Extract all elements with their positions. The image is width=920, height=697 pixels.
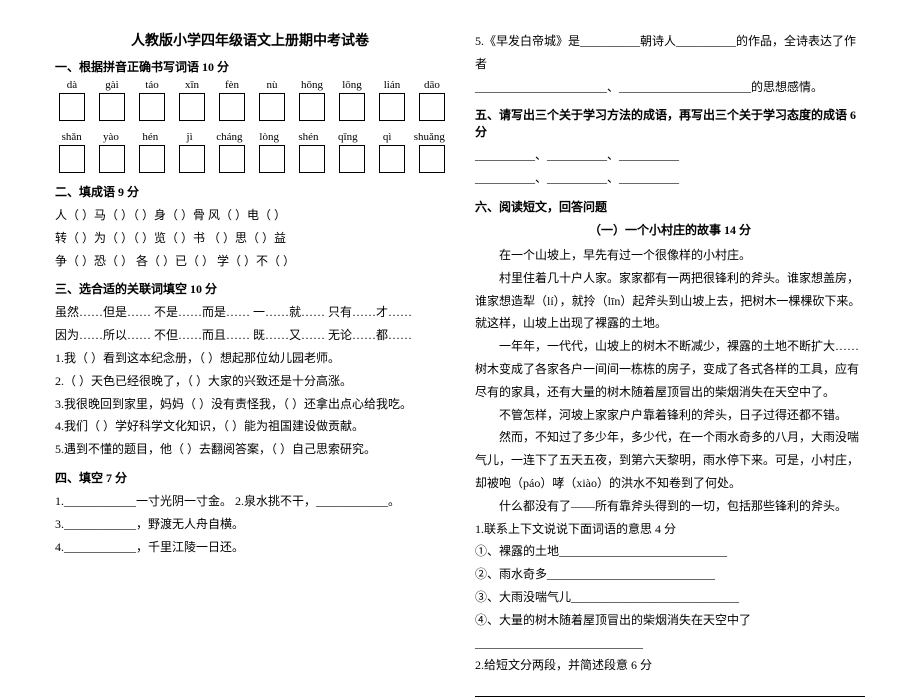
idiom-blank-line: __________、__________、__________ [475, 144, 865, 167]
answer-box[interactable] [299, 145, 325, 173]
answer-box[interactable] [179, 145, 205, 173]
conjunction-options: 因为……所以…… 不但……而且…… 既……又…… 无论……都…… [55, 324, 445, 347]
fill-blank-item: 3.____________，野渡无人舟自横。 [55, 513, 445, 536]
right-column: 5.《早发白帝城》是__________朝诗人__________的作品，全诗表… [460, 30, 880, 621]
answer-box[interactable] [259, 145, 285, 173]
passage-paragraph: 一年年，一代代，山坡上的树木不断减少，裸露的土地不断扩大……树木变成了各家各户一… [475, 335, 865, 403]
question-subitem: ①、裸露的土地____________________________ [475, 540, 865, 563]
question-item: 2.（ ）天色已经很晚了，（ ）大家的兴致还是十分高涨。 [55, 370, 445, 393]
answer-box[interactable] [59, 145, 85, 173]
question-item: 5.遇到不懂的题目，他（ ）去翻阅答案，（ ）自己思索研究。 [55, 438, 445, 461]
passage-paragraph: 村里住着几十户人家。家家都有一两把很锋利的斧头。谁家想盖房，谁家想造犁（lí），… [475, 267, 865, 335]
pinyin: lián [379, 79, 405, 91]
answer-boxes-1 [59, 93, 445, 121]
question-item: 1.联系上下文说说下面词语的意思 4 分 [475, 518, 865, 541]
idiom-line: 转（ ）为（ ）（ ）览（ ）书 （ ）思（ ）益 [55, 227, 445, 250]
section4-heading: 四、填空 7 分 [55, 469, 445, 486]
answer-box[interactable] [259, 93, 285, 121]
answer-box[interactable] [139, 145, 165, 173]
question-subitem: ②、雨水奇多____________________________ [475, 563, 865, 586]
pinyin: lōng [339, 79, 365, 91]
question-item: 4.我们（ ）学好科学文化知识，（ ）能为祖国建设做贡献。 [55, 415, 445, 438]
pinyin: shén [296, 131, 321, 143]
answer-line[interactable] [475, 679, 865, 697]
question-item: 1.我（ ）看到这本纪念册，（ ）想起那位幼儿园老师。 [55, 347, 445, 370]
pinyin: gài [99, 79, 125, 91]
pinyin: dà [59, 79, 85, 91]
answer-box[interactable] [99, 93, 125, 121]
idiom-line: 人（ ）马（ ）（ ）身（ ）骨 风（ ）电（ ） [55, 204, 445, 227]
section2-heading: 二、填成语 9 分 [55, 183, 445, 200]
question-subitem: ④、大量的树木随着屋顶冒出的柴烟消失在天空中了_________________… [475, 609, 865, 655]
answer-box[interactable] [99, 145, 125, 173]
conjunction-options: 虽然……但是…… 不是……而是…… 一……就…… 只有……才…… [55, 301, 445, 324]
answer-box[interactable] [419, 93, 445, 121]
answer-box[interactable] [139, 93, 165, 121]
pinyin: nù [259, 79, 285, 91]
pinyin: lòng [257, 131, 282, 143]
pinyin: hén [138, 131, 163, 143]
question-item: 3.我很晚回到家里，妈妈（ ）没有责怪我，（ ）还拿出点心给我吃。 [55, 393, 445, 416]
answer-boxes-2 [59, 145, 445, 173]
answer-box[interactable] [59, 93, 85, 121]
fill-blank-item: 4.____________，千里江陵一日还。 [55, 536, 445, 559]
pinyin: jì [177, 131, 202, 143]
answer-box[interactable] [299, 93, 325, 121]
answer-box[interactable] [179, 93, 205, 121]
pinyin: fèn [219, 79, 245, 91]
idiom-line: 争（ ）恐（ ） 各（ ）已（ ） 学（ ）不（ ） [55, 250, 445, 273]
answer-box[interactable] [219, 93, 245, 121]
passage-paragraph: 然而，不知过了多少年，多少代，在一个雨水奇多的八月，大雨没喘气儿，一连下了五天五… [475, 426, 865, 494]
answer-box[interactable] [219, 145, 245, 173]
answer-box[interactable] [419, 145, 445, 173]
fill-blank-item: ______________________、_________________… [475, 76, 865, 99]
pinyin-row-1: dà gài táo xīn fèn nù hōng lōng lián dāo [59, 79, 445, 91]
question-subitem: ③、大雨没喘气儿____________________________ [475, 586, 865, 609]
pinyin: qīng [335, 131, 360, 143]
pinyin: xīn [179, 79, 205, 91]
pinyin: táo [139, 79, 165, 91]
exam-title: 人教版小学四年级语文上册期中考试卷 [55, 30, 445, 50]
pinyin-row-2: shǎn yào hén jì cháng lòng shén qīng qì … [59, 131, 445, 143]
section3-heading: 三、选合适的关联词填空 10 分 [55, 280, 445, 297]
passage-subtitle: （一）一个小村庄的故事 14 分 [475, 221, 865, 238]
passage-paragraph: 在一个山坡上，早先有过一个很像样的小村庄。 [475, 244, 865, 267]
section6-heading: 六、阅读短文，回答问题 [475, 198, 865, 215]
fill-blank-item: 5.《早发白帝城》是__________朝诗人__________的作品，全诗表… [475, 30, 865, 76]
answer-box[interactable] [379, 145, 405, 173]
fill-blank-item: 1.____________一寸光阴一寸金。 2.泉水挑不干，_________… [55, 490, 445, 513]
left-column: 人教版小学四年级语文上册期中考试卷 一、根据拼音正确书写词语 10 分 dà g… [40, 30, 460, 621]
pinyin: qì [374, 131, 399, 143]
question-item: 2.给短文分两段，并简述段意 6 分 [475, 654, 865, 677]
pinyin: dāo [419, 79, 445, 91]
pinyin: cháng [216, 131, 242, 143]
section1-heading: 一、根据拼音正确书写词语 10 分 [55, 58, 445, 75]
answer-box[interactable] [339, 145, 365, 173]
section5-heading: 五、请写出三个关于学习方法的成语，再写出三个关于学习态度的成语 6 分 [475, 106, 865, 140]
passage-paragraph: 什么都没有了——所有靠斧头得到的一切，包括那些锋利的斧头。 [475, 495, 865, 518]
pinyin: hōng [299, 79, 325, 91]
passage-paragraph: 不管怎样，河坡上家家户户靠着锋利的斧头，日子过得还都不错。 [475, 404, 865, 427]
answer-box[interactable] [379, 93, 405, 121]
idiom-blank-line: __________、__________、__________ [475, 167, 865, 190]
pinyin: yào [98, 131, 123, 143]
answer-box[interactable] [339, 93, 365, 121]
pinyin: shuǎng [414, 131, 445, 143]
pinyin: shǎn [59, 131, 84, 143]
